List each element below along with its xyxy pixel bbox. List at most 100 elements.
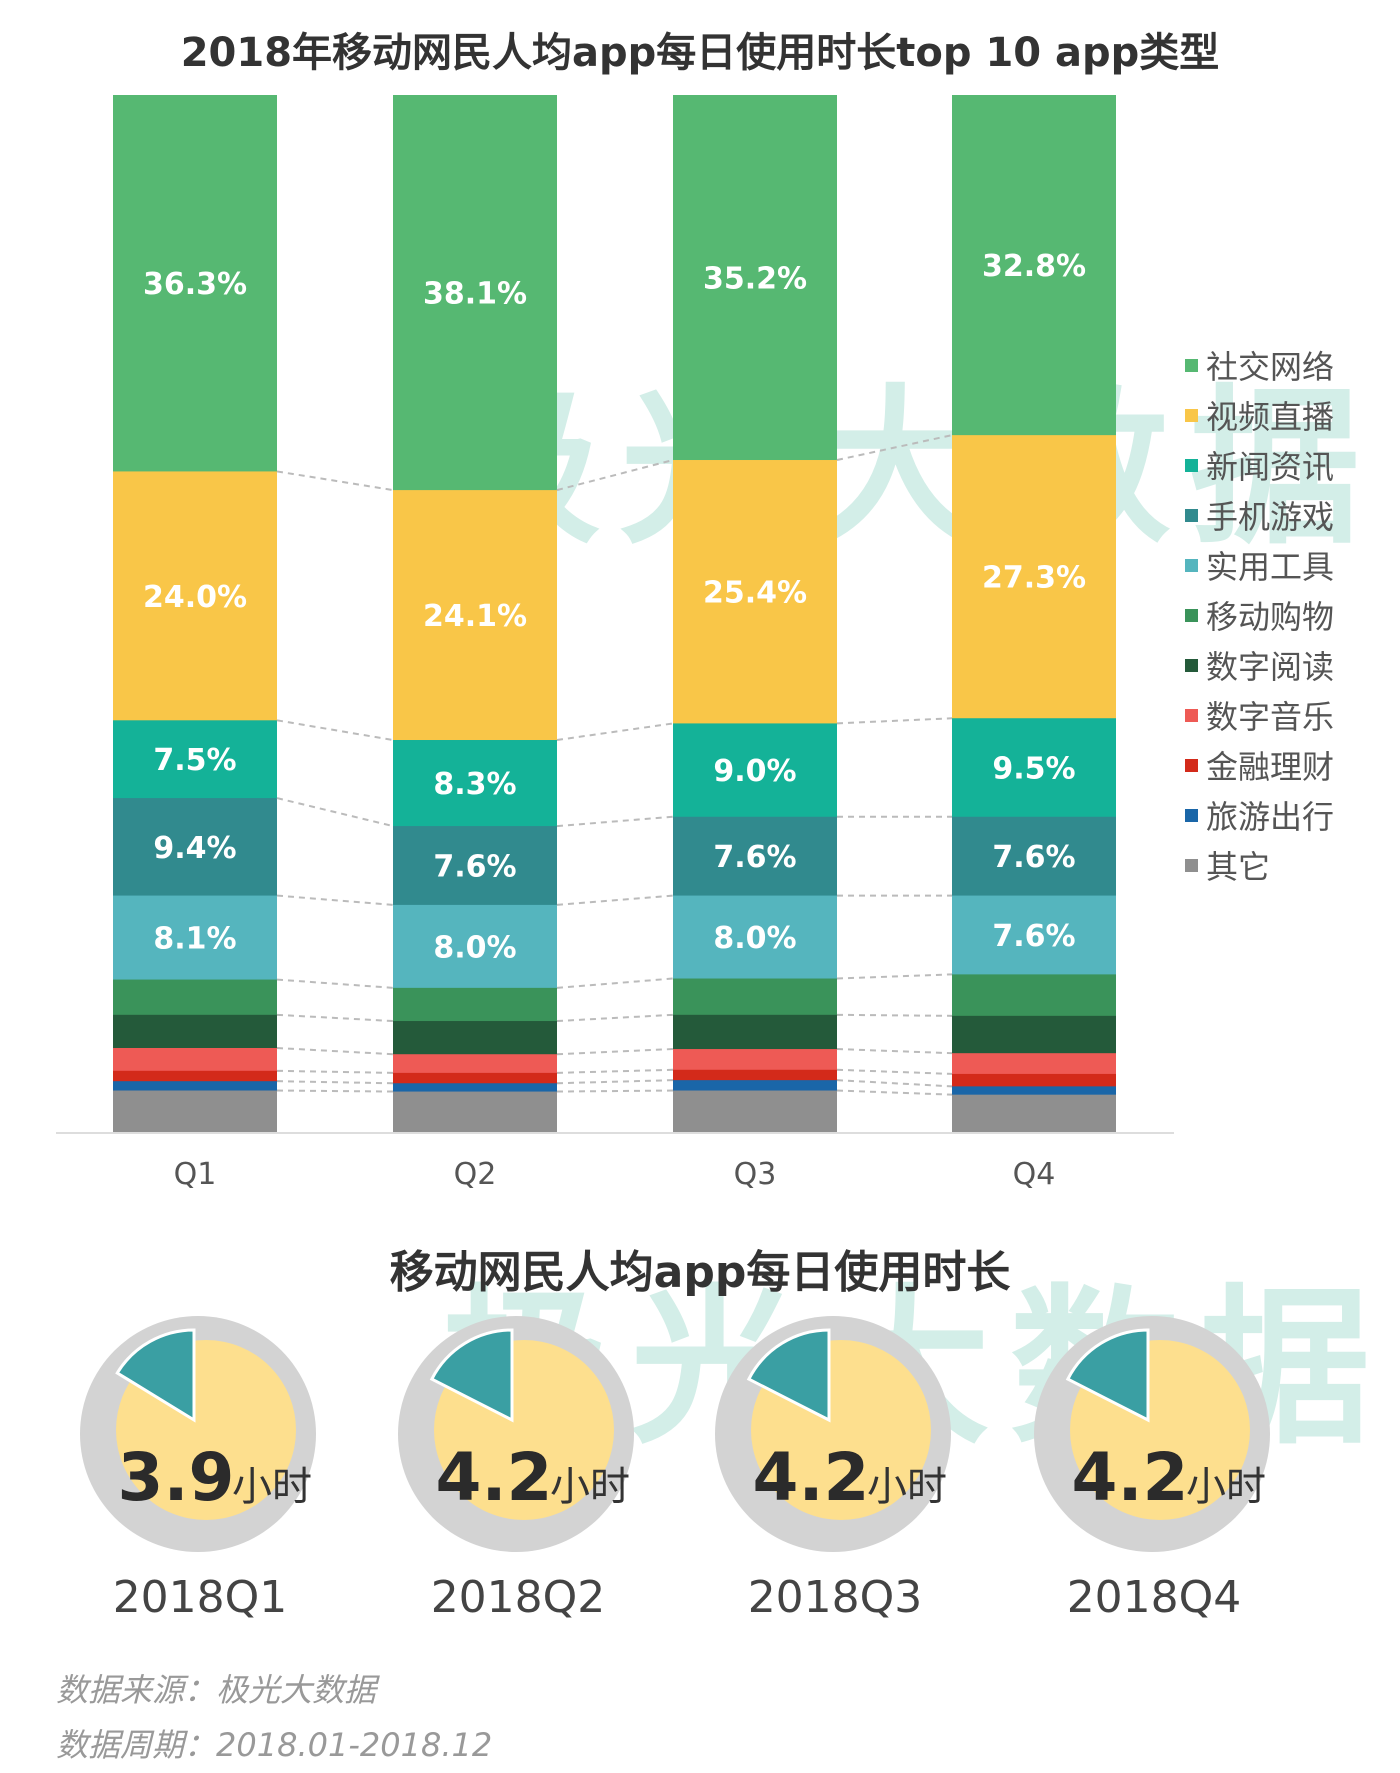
connector-line <box>276 978 394 989</box>
bar-segment-1-Q2 <box>393 95 557 491</box>
legend-label: 其它 <box>1206 848 1271 886</box>
connector-line <box>276 719 394 741</box>
bar-segment-3-Q2 <box>393 740 557 827</box>
bar-segment-5-Q1 <box>113 895 277 981</box>
legend-item: 旅游出行 <box>1185 790 1334 840</box>
connector-line <box>556 1079 674 1085</box>
period-label: 2018Q4 <box>1067 1572 1242 1623</box>
connector-line <box>836 1013 953 1017</box>
period-label: 2018Q1 <box>113 1572 288 1623</box>
x-tick-label: Q3 <box>734 1157 777 1192</box>
connector-line <box>556 815 674 828</box>
connector-line <box>556 894 674 906</box>
footer-source: 数据来源：极光大数据 <box>56 1671 377 1709</box>
pie-slice <box>429 1328 514 1423</box>
bar-segment-7-Q3 <box>673 1014 837 1050</box>
legend-item: 手机游戏 <box>1185 490 1334 540</box>
hours-unit: 小时 <box>550 1464 630 1510</box>
bar-segment-8-Q3 <box>673 1049 837 1071</box>
bar-segment-3-Q4 <box>952 718 1116 818</box>
bar-segment-10-Q2 <box>393 1083 557 1093</box>
bar-segment-11-Q2 <box>393 1091 557 1133</box>
bar-segment-4-Q4 <box>952 816 1116 897</box>
legend-label: 实用工具 <box>1206 548 1335 586</box>
bar-segment-9-Q2 <box>393 1072 557 1084</box>
bar-segment-6-Q2 <box>393 987 557 1022</box>
hours-unit: 小时 <box>232 1464 312 1510</box>
hours-unit: 小时 <box>1186 1464 1266 1510</box>
legend-label: 移动购物 <box>1206 598 1335 636</box>
legend-item: 新闻资讯 <box>1185 440 1334 490</box>
chart-title: 2018年移动网民人均app每日使用时长top 10 app类型 <box>180 30 1220 76</box>
legend-swatch <box>1185 408 1198 422</box>
bar-segment-2-Q2 <box>393 490 557 741</box>
period-label: 2018Q2 <box>431 1572 606 1623</box>
legend-item: 金融理财 <box>1185 740 1334 790</box>
data-label: 9.0% <box>713 754 796 789</box>
data-label: 35.2% <box>703 262 807 297</box>
legend: 社交网络 视频直播 新闻资讯 手机游戏 实用工具 移动购物 数字阅读 数字音乐 金融理财 旅游出行… <box>1185 340 1334 890</box>
connector-line <box>836 1048 953 1055</box>
bar-segment-1-Q1 <box>113 95 277 472</box>
connector-line <box>836 1079 953 1088</box>
bar-segment-3-Q3 <box>673 723 837 818</box>
bar-segment-11-Q3 <box>673 1090 837 1133</box>
connector-line <box>556 722 674 742</box>
connector-line <box>836 434 953 462</box>
bar-segment-2-Q3 <box>673 460 837 724</box>
data-label: 32.8% <box>982 249 1086 284</box>
connector-line <box>276 1069 394 1074</box>
connector-line <box>836 1068 953 1075</box>
bar-segment-9-Q4 <box>952 1073 1116 1087</box>
legend-item: 其它 <box>1185 840 1334 890</box>
connector-line <box>556 1068 674 1074</box>
bar-segment-8-Q2 <box>393 1054 557 1074</box>
hours-value: 4.2 <box>753 1439 870 1516</box>
x-tick-label: Q1 <box>174 1157 217 1192</box>
bar-segment-1-Q4 <box>952 95 1116 436</box>
bar-segment-4-Q1 <box>113 798 277 897</box>
hours-unit: 小时 <box>867 1464 947 1510</box>
pie-slice <box>1065 1328 1150 1423</box>
data-label: 8.0% <box>433 930 516 965</box>
bar-segment-8-Q4 <box>952 1053 1116 1075</box>
connector-line <box>276 894 394 906</box>
x-tick-label: Q4 <box>1013 1157 1056 1192</box>
legend-item: 移动购物 <box>1185 590 1334 640</box>
data-label: 27.3% <box>982 561 1086 596</box>
bar-segment-11-Q1 <box>113 1090 277 1133</box>
data-label: 7.6% <box>713 840 796 875</box>
legend-label: 旅游出行 <box>1206 798 1335 836</box>
legend-swatch <box>1185 608 1198 622</box>
connector-line <box>836 1089 953 1096</box>
bar-segment-10-Q3 <box>673 1080 837 1092</box>
legend-swatch <box>1185 458 1198 472</box>
data-label: 7.6% <box>992 919 1075 954</box>
stacked-bar-chart: 36.3% 24.0% 7.5% 9.4% 8.1% Q1 38.1% 24.1% 8.3% 7.… <box>56 95 1174 1192</box>
connector-line <box>276 1080 394 1085</box>
data-label: 24.0% <box>143 580 247 615</box>
legend-item: 社交网络 <box>1185 340 1334 390</box>
bar-segment-10-Q4 <box>952 1086 1116 1096</box>
legend-label: 数字音乐 <box>1206 698 1335 736</box>
bar-segment-9-Q1 <box>113 1070 277 1082</box>
connector-line <box>836 717 953 725</box>
bar-segment-11-Q4 <box>952 1094 1116 1133</box>
bar-segment-4-Q3 <box>673 816 837 897</box>
connector-line <box>556 459 674 492</box>
bar-segment-3-Q1 <box>113 720 277 799</box>
data-label: 8.1% <box>153 922 236 957</box>
pie-slice <box>115 1328 196 1423</box>
bar-segment-4-Q2 <box>393 826 557 906</box>
bar-segment-7-Q2 <box>393 1021 557 1055</box>
pie-slice <box>746 1328 831 1423</box>
legend-item: 视频直播 <box>1185 390 1334 440</box>
legend-item: 实用工具 <box>1185 540 1334 590</box>
connector-line <box>556 1013 674 1023</box>
legend-item: 数字音乐 <box>1185 690 1334 740</box>
legend-swatch <box>1185 558 1198 572</box>
hours-value: 4.2 <box>436 1439 553 1516</box>
legend-swatch <box>1185 358 1198 372</box>
bar-segment-5-Q4 <box>952 895 1116 975</box>
period-label: 2018Q3 <box>748 1572 923 1623</box>
